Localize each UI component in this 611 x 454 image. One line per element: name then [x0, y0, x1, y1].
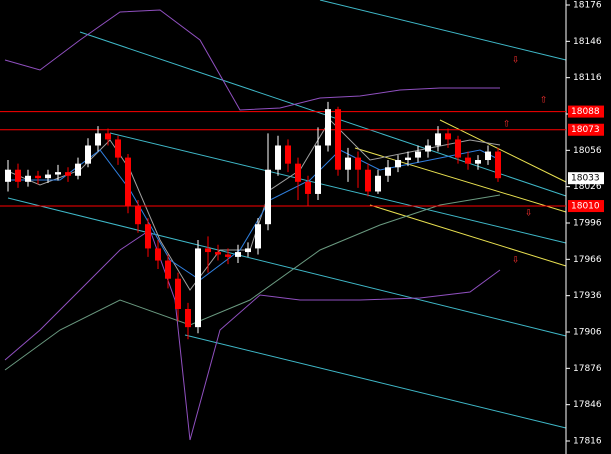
- candle-body: [435, 133, 441, 146]
- band-line: [4, 119, 501, 291]
- candle-body: [345, 157, 351, 170]
- candle-body: [215, 252, 221, 255]
- channel-line: [184, 334, 567, 429]
- candle-body: [165, 260, 171, 279]
- level-box: [568, 123, 604, 136]
- candle-body: [205, 248, 211, 253]
- candle-body: [195, 248, 201, 328]
- candle-body: [455, 139, 461, 158]
- candle-body: [5, 169, 11, 182]
- channel-line: [7, 197, 567, 337]
- candle-body: [265, 169, 271, 225]
- y-tick-label: 18146: [573, 37, 602, 47]
- candle-body: [145, 224, 151, 249]
- level-label: 18073: [571, 125, 600, 135]
- candle-body: [255, 224, 261, 249]
- candle-body: [95, 133, 101, 146]
- level-label: 18010: [571, 202, 600, 212]
- candle-body: [35, 175, 41, 179]
- band-line: [4, 229, 501, 441]
- candle-body: [135, 206, 141, 225]
- channel-line: [319, 0, 567, 61]
- candle-body: [65, 172, 71, 176]
- candle-body: [395, 160, 401, 168]
- last-price-label: 18033: [571, 174, 600, 184]
- candle-body: [155, 248, 161, 261]
- channel-line: [439, 119, 567, 183]
- y-tick-label: 17996: [573, 219, 602, 229]
- ma-line: [4, 194, 501, 371]
- candle-body: [465, 157, 471, 164]
- candle-body: [75, 163, 81, 176]
- candle-body: [445, 133, 451, 140]
- candle-body: [85, 145, 91, 164]
- candle-body: [325, 109, 331, 146]
- channel-line: [79, 31, 567, 197]
- y-tick-label: 17936: [573, 291, 602, 301]
- level-label: 18088: [571, 107, 600, 117]
- last-price-box: [568, 172, 604, 185]
- y-tick-label: 18056: [573, 146, 602, 156]
- y-tick-label: 17846: [573, 400, 602, 410]
- band-line: [4, 9, 500, 111]
- candle-body: [275, 145, 281, 170]
- candle-body: [495, 151, 501, 179]
- arrow-up: ⇧: [503, 120, 511, 130]
- y-tick-label: 17876: [573, 364, 602, 374]
- channel-line: [109, 132, 567, 244]
- candle-body: [55, 172, 61, 175]
- signal-arrows: ⇩ ⇧ ⇧ ⇩ ⇩: [503, 56, 548, 266]
- candle-body: [475, 160, 481, 164]
- candle-body: [365, 169, 371, 192]
- candle-body: [415, 151, 421, 158]
- candle-body: [235, 252, 241, 257]
- candle-body: [245, 248, 251, 253]
- candle-body: [15, 169, 21, 182]
- candle-body: [385, 167, 391, 176]
- channel-line: [354, 147, 567, 213]
- channel-line: [369, 204, 567, 267]
- arrow-down: ⇩: [512, 56, 520, 66]
- candle-body: [105, 133, 111, 140]
- candle-body: [355, 157, 361, 170]
- level-box: [568, 105, 604, 118]
- candle-body: [375, 175, 381, 192]
- arrow-down: ⇩: [512, 256, 520, 266]
- candle-body: [405, 157, 411, 161]
- candle-body: [315, 145, 321, 194]
- y-tick-label: 18116: [573, 73, 602, 83]
- candle-body: [25, 175, 31, 182]
- level-box: [568, 200, 604, 213]
- candle-body: [425, 145, 431, 152]
- y-tick-label: 18026: [573, 182, 602, 192]
- arrow-up: ⇧: [540, 96, 548, 106]
- candle-body: [285, 145, 291, 164]
- candle-body: [125, 157, 131, 207]
- candle-body: [185, 308, 191, 328]
- y-tick-label: 18176: [573, 1, 602, 11]
- candle-body: [485, 151, 491, 161]
- candle-body: [225, 254, 231, 257]
- candle-body: [305, 181, 311, 194]
- y-tick-label: 17966: [573, 255, 602, 265]
- y-tick-label: 17816: [573, 437, 602, 447]
- candle-body: [115, 139, 121, 158]
- y-tick-label: 17906: [573, 328, 602, 338]
- candle-body: [175, 278, 181, 309]
- candle-body: [45, 174, 51, 179]
- arrow-down: ⇩: [525, 209, 533, 219]
- candle-body: [335, 109, 341, 170]
- candle-body: [295, 163, 301, 182]
